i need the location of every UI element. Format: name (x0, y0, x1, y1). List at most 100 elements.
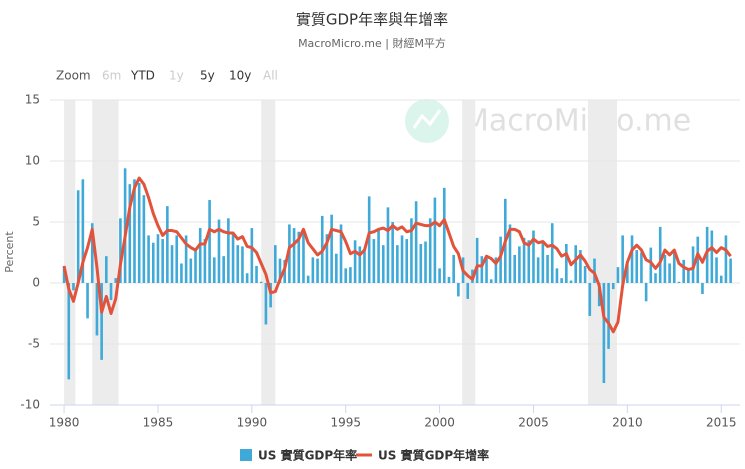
range-button[interactable]: 5y (200, 69, 215, 83)
bar (729, 258, 732, 283)
bar (550, 223, 554, 283)
bar (715, 257, 718, 283)
bar (574, 245, 578, 283)
bar (358, 246, 362, 283)
x-tick-label: 2000 (424, 416, 455, 430)
bar (452, 254, 455, 283)
bar (579, 250, 582, 283)
bar (109, 283, 113, 301)
bar (635, 250, 639, 283)
bar (527, 240, 531, 283)
bar (696, 236, 700, 283)
bar (569, 280, 573, 283)
bar (583, 265, 587, 283)
bar (428, 218, 432, 283)
bar (105, 256, 108, 283)
bar (419, 243, 423, 283)
bar (518, 246, 521, 283)
bar (278, 258, 282, 283)
bar (325, 234, 329, 283)
bar (259, 281, 263, 283)
bar (316, 258, 319, 283)
range-button: 1y (169, 69, 184, 83)
bar (555, 268, 559, 283)
y-tick-label: -5 (28, 337, 40, 351)
zoom-label: Zoom (56, 69, 91, 83)
bar (438, 268, 441, 283)
bar (255, 265, 258, 283)
bar (86, 283, 89, 319)
bar (410, 218, 413, 283)
bar (626, 262, 629, 283)
bar (363, 250, 366, 283)
bar (485, 258, 488, 283)
bar (611, 283, 615, 290)
chart-title: 實質GDP年率與年增率 (296, 11, 448, 29)
bar (607, 283, 610, 349)
legend-label: US 實質GDP年增率 (378, 448, 489, 463)
bar (701, 283, 704, 294)
watermark: MacroMicro.me (405, 99, 691, 143)
bar (217, 219, 221, 283)
bar (494, 257, 498, 283)
bar (114, 278, 118, 283)
bar (593, 258, 596, 283)
bar (386, 207, 390, 283)
bar (522, 237, 526, 283)
bar (644, 283, 648, 302)
bar (302, 229, 305, 283)
bar (119, 218, 122, 283)
bar (274, 245, 277, 283)
bar (241, 246, 244, 283)
recession-band (261, 100, 276, 405)
bar (269, 283, 272, 308)
bar (62, 267, 66, 283)
bar (396, 245, 399, 283)
bar (719, 275, 723, 283)
bar (250, 228, 254, 283)
bar (724, 235, 728, 283)
bar (424, 241, 427, 283)
bar (137, 182, 141, 283)
bar (292, 228, 296, 283)
bar (72, 283, 75, 291)
bar (175, 235, 179, 283)
bar (630, 235, 634, 283)
x-tick-label: 1990 (237, 416, 268, 430)
bar (90, 223, 94, 283)
bar (180, 263, 183, 283)
y-tick-label: -10 (20, 398, 40, 412)
bar (170, 245, 174, 283)
bar (588, 283, 592, 316)
bar (391, 222, 394, 283)
bar (306, 275, 310, 283)
y-tick-label: 15 (25, 93, 40, 107)
x-tick-label: 2015 (706, 416, 737, 430)
bar (513, 254, 516, 283)
bar (677, 281, 681, 283)
range-button[interactable]: 10y (229, 69, 251, 83)
bar (508, 224, 512, 283)
range-button[interactable]: YTD (130, 69, 155, 83)
bar (560, 278, 563, 283)
bar (466, 283, 470, 299)
bar (672, 252, 676, 283)
bar (602, 283, 606, 384)
bar (198, 228, 202, 283)
bar (621, 235, 624, 283)
line (62, 176, 732, 334)
bar (184, 235, 188, 283)
bar (76, 190, 80, 283)
bar (151, 242, 155, 283)
bar (297, 231, 301, 283)
bar (480, 256, 484, 283)
legend-label: US 實質GDP年率 (258, 448, 357, 463)
y-axis-label: Percent (3, 231, 16, 273)
bar (457, 283, 460, 297)
bar (133, 179, 136, 283)
bar (658, 226, 662, 283)
bar (405, 239, 409, 283)
bar (335, 253, 338, 283)
bar (231, 232, 235, 283)
bar (682, 259, 685, 283)
